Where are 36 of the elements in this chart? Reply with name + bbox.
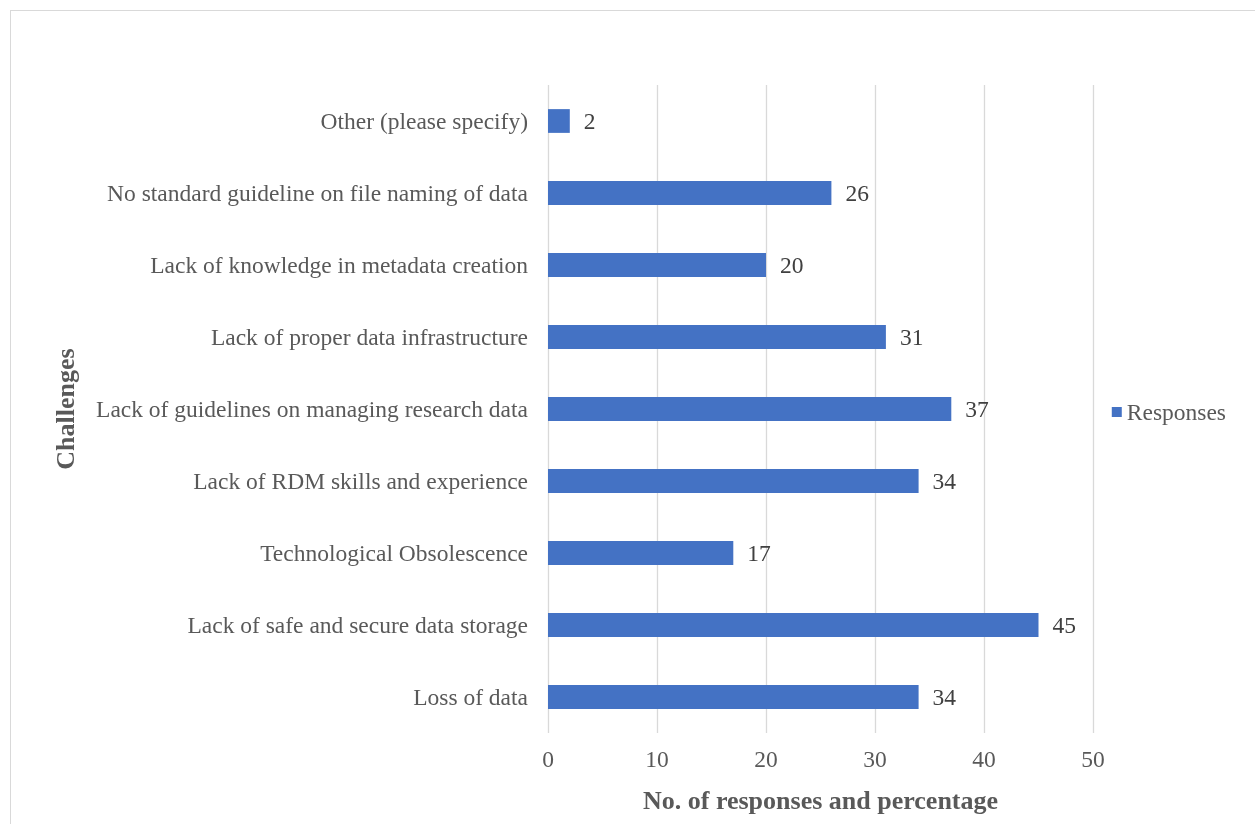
bar (548, 253, 766, 277)
x-tick-label: 50 (1081, 746, 1105, 772)
x-axis-title: No. of responses and percentage (642, 785, 999, 815)
y-tick-label: No standard guideline on file naming of data (107, 180, 529, 206)
data-label: 2 (583, 108, 596, 134)
bar (548, 397, 952, 421)
y-tick-label: Lack of proper data infrastructure (210, 324, 528, 350)
data-label: 17 (747, 540, 772, 566)
bar (548, 181, 832, 205)
bar (548, 469, 919, 493)
y-tick-label: Technological Obsolescence (260, 540, 528, 566)
bar (548, 109, 570, 133)
data-label: 26 (845, 180, 870, 206)
y-tick-label: Lack of RDM skills and experience (193, 468, 528, 494)
bar (548, 541, 734, 565)
y-tick-label: Lack of knowledge in metadata creation (150, 252, 529, 278)
y-axis-title: Challenges (50, 348, 80, 470)
data-label: 34 (932, 684, 957, 710)
x-tick-label: 10 (645, 746, 669, 772)
x-tick-label: 30 (863, 746, 887, 772)
y-tick-label: Other (please specify) (320, 108, 528, 134)
data-label: 34 (932, 468, 957, 494)
y-tick-label: Loss of data (413, 684, 529, 710)
y-tick-label: Lack of guidelines on managing research data (96, 396, 529, 422)
bar (548, 325, 886, 349)
data-label: 20 (780, 252, 804, 278)
x-tick-label: 0 (542, 746, 554, 772)
data-label: 45 (1052, 612, 1076, 638)
bar (548, 613, 1039, 637)
data-label: 31 (899, 324, 924, 350)
data-label: 37 (965, 396, 990, 422)
x-tick-label: 20 (754, 746, 778, 772)
legend-label: Responses (1126, 399, 1227, 425)
y-tick-label: Lack of safe and secure data storage (187, 612, 528, 638)
x-tick-label: 40 (972, 746, 996, 772)
bar (548, 685, 919, 709)
